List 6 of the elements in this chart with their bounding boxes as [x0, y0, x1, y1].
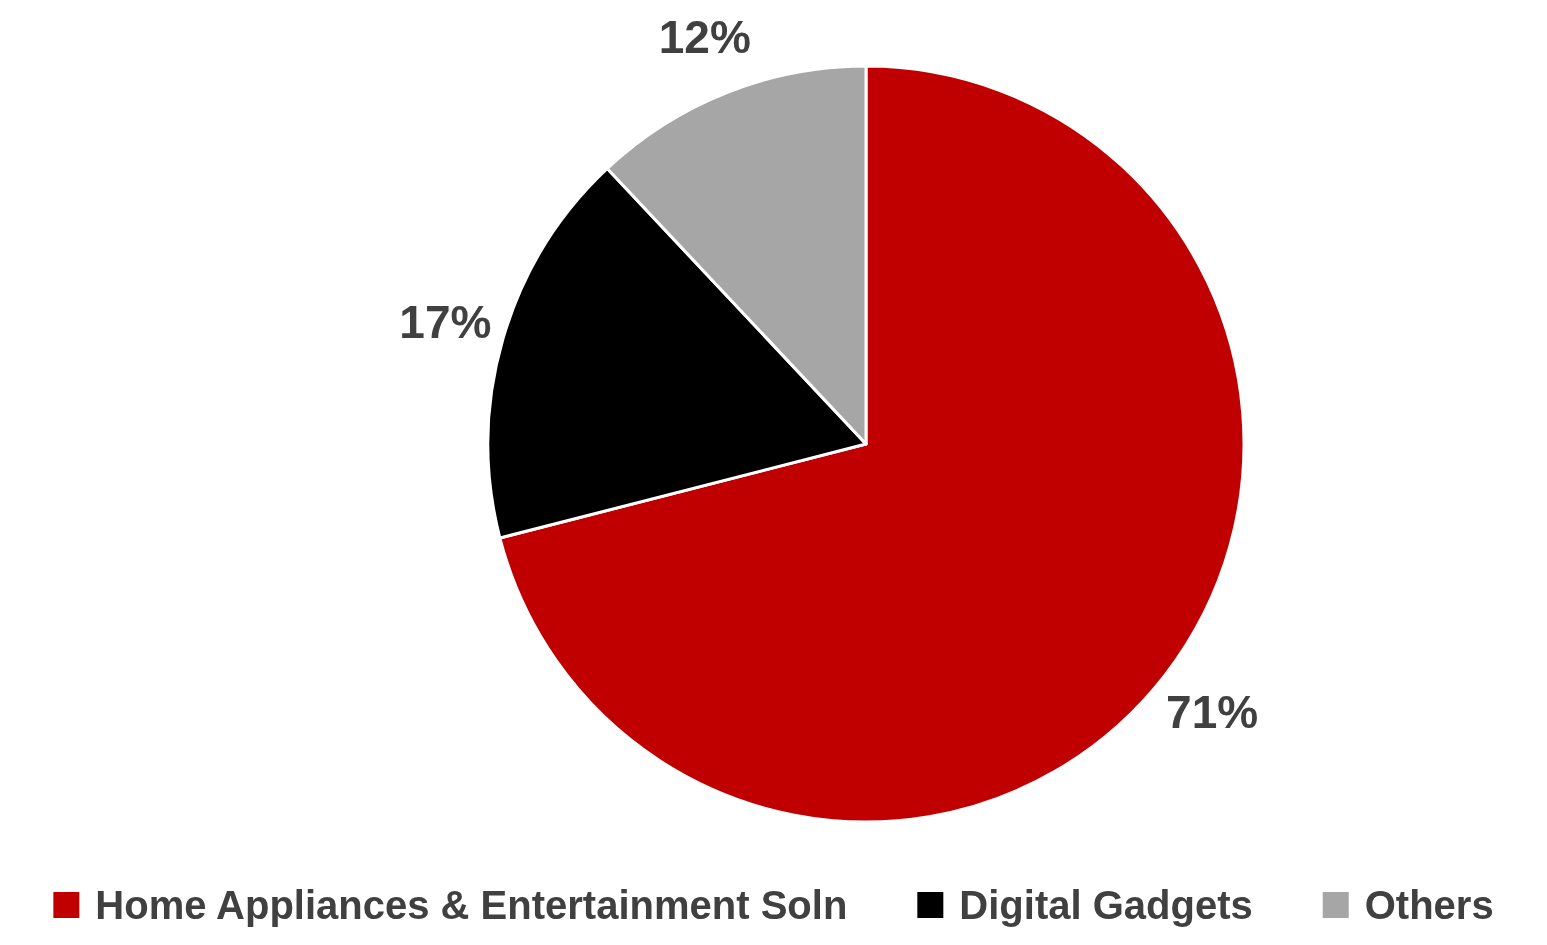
legend-label: Home Appliances & Entertainment Soln	[95, 883, 848, 927]
legend-label: Digital Gadgets	[959, 883, 1253, 927]
data-label: 17%	[399, 295, 492, 348]
data-label: 71%	[1166, 686, 1259, 739]
legend-label: Others	[1364, 883, 1494, 927]
data-label: 12%	[658, 10, 751, 63]
